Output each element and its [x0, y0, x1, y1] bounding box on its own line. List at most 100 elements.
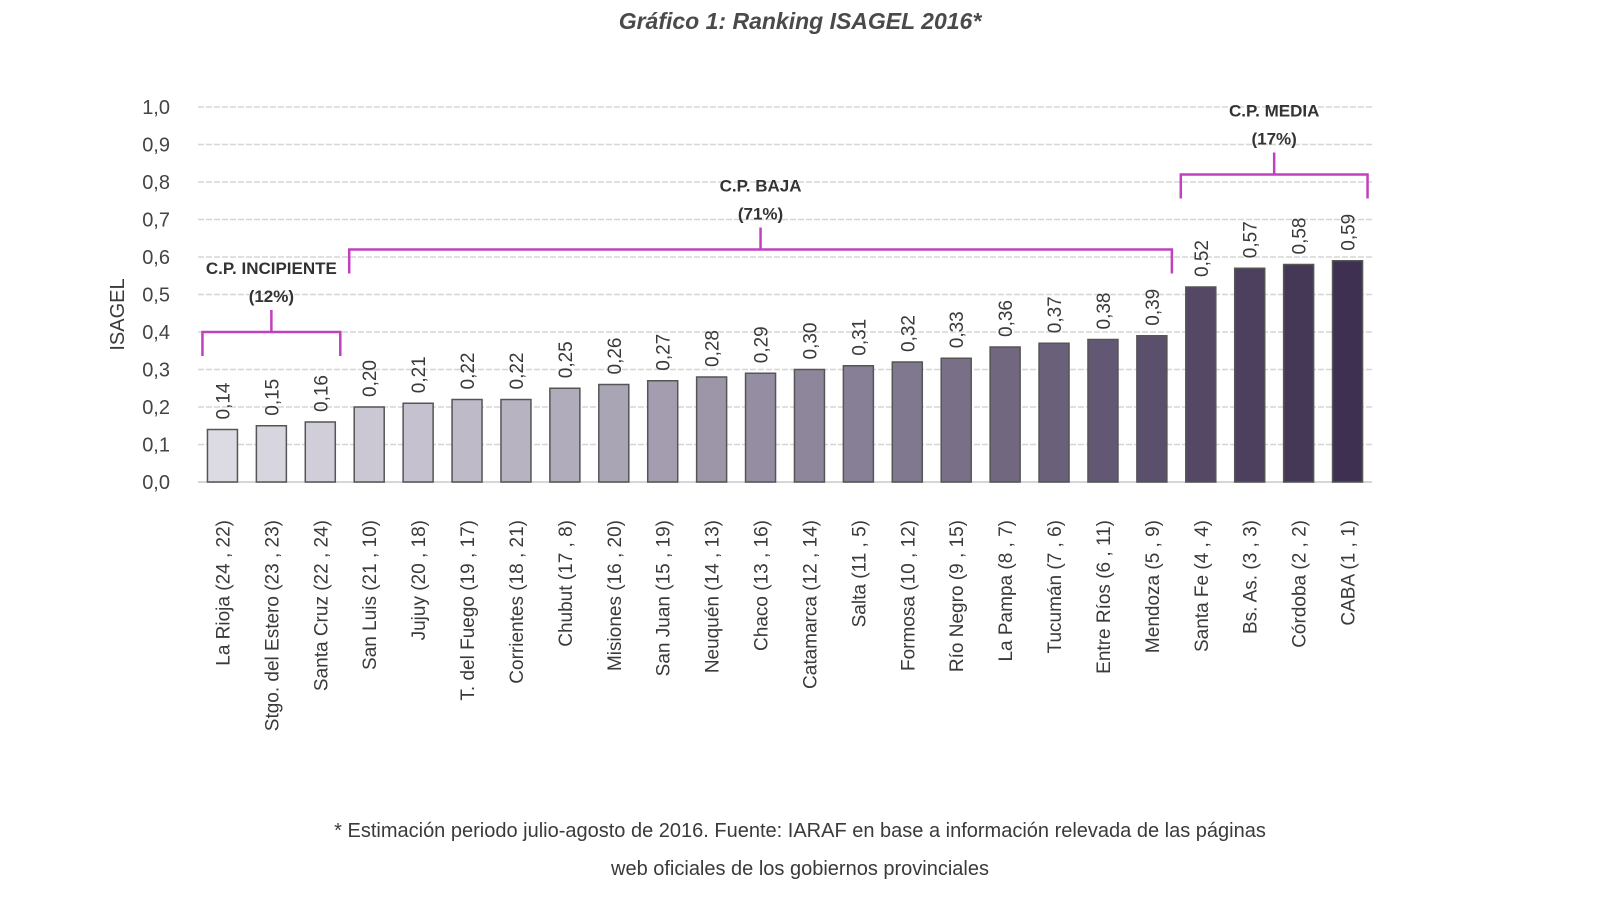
y-tick-label: 0,4	[142, 322, 170, 344]
bar	[1282, 263, 1315, 483]
value-label: 0,21	[409, 356, 430, 393]
value-label: 0,30	[800, 323, 821, 360]
category-label: T. del Fuego (19 , 17)	[458, 520, 479, 701]
chart-title: Gráfico 1: Ranking ISAGEL 2016*	[618, 8, 982, 34]
category-label: Formosa (10 , 12)	[898, 520, 919, 671]
category-label: Chubut (17 , 8)	[556, 520, 577, 647]
bracket-line	[347, 227, 1174, 274]
value-label: 0,27	[654, 334, 675, 371]
footnote: * Estimación periodo julio-agosto de 201…	[0, 812, 1600, 888]
y-tick-label: 0,8	[142, 172, 170, 194]
value-label: 0,20	[360, 360, 381, 397]
value-label: 0,57	[1241, 221, 1262, 258]
category-label: Entre Ríos (6 , 11)	[1094, 520, 1115, 674]
bar	[891, 361, 924, 483]
bar	[1185, 286, 1217, 483]
value-label: 0,15	[262, 379, 283, 416]
footnote-line-1: * Estimación periodo julio-agosto de 201…	[334, 820, 1266, 842]
value-label: 0,28	[703, 330, 724, 367]
group-share: (17%)	[1251, 130, 1296, 149]
y-tick-label: 0,9	[142, 135, 170, 157]
value-label: 0,52	[1192, 240, 1213, 277]
category-label: Misiones (16 , 20)	[605, 520, 626, 671]
category-label: Córdoba (2 , 2)	[1290, 520, 1311, 648]
value-label: 0,31	[849, 319, 870, 356]
bar	[598, 383, 630, 483]
group-brackets: C.P. INCIPIENTE (12%) C.P. BAJA (71%) C.P. M…	[201, 102, 1369, 356]
bar	[500, 398, 532, 483]
value-label: 0,58	[1290, 218, 1311, 255]
bar	[646, 380, 679, 483]
bar	[402, 402, 434, 483]
y-tick-label: 0,3	[142, 360, 170, 382]
bracket-line	[201, 310, 342, 356]
category-label: San Juan (15 , 19)	[654, 520, 675, 676]
category-label: Catamarca (12 , 14)	[800, 520, 821, 689]
group-name: C.P. BAJA	[720, 177, 802, 196]
bar	[1136, 335, 1168, 483]
bar	[842, 365, 875, 483]
value-label: 0,16	[311, 375, 332, 412]
gridlines	[198, 106, 1372, 483]
bar	[1331, 260, 1364, 483]
y-tick-label: 0,2	[142, 397, 170, 419]
category-label: Santa Cruz (22 , 24)	[311, 520, 332, 691]
y-axis: 0,0 0,1 0,2 0,3 0,4 0,5 0,6 0,7 0,8 0,9 1,0	[142, 97, 170, 494]
group-name: C.P. MEDIA	[1229, 102, 1319, 121]
value-label: 0,38	[1094, 293, 1115, 330]
value-labels: 0,14 0,15 0,16 0,20 0,21 0,22 0,22 0,25 0,26 0,27…	[213, 214, 1359, 420]
group-bracket: C.P. INCIPIENTE (12%)	[201, 259, 342, 356]
bar	[989, 346, 1021, 483]
bar	[793, 368, 826, 483]
value-label: 0,22	[507, 353, 528, 390]
group-share: (12%)	[249, 287, 294, 306]
bar	[206, 428, 239, 483]
category-label: Salta (11 , 5)	[849, 520, 870, 627]
bracket-line	[1179, 152, 1369, 199]
value-label: 0,36	[996, 300, 1017, 337]
bar	[1087, 338, 1119, 483]
y-tick-label: 0,5	[142, 285, 170, 307]
footnote-line-2: web oficiales de los gobiernos provincia…	[611, 858, 989, 880]
bar	[304, 421, 337, 483]
y-tick-label: 0,6	[142, 247, 170, 269]
category-label: Río Negro (9 , 15)	[947, 520, 968, 672]
category-label: Mendoza (5 , 9)	[1143, 520, 1164, 653]
group-name: C.P. INCIPIENTE	[206, 259, 337, 278]
bars	[206, 260, 1364, 483]
value-label: 0,39	[1143, 289, 1164, 326]
bar	[353, 406, 385, 483]
category-labels: La Rioja (24 , 22) Stgo. del Estero (23 ,…	[213, 520, 1359, 731]
y-tick-label: 0,7	[142, 210, 170, 232]
group-bracket: C.P. MEDIA (17%)	[1179, 102, 1369, 199]
category-label: Neuquén (14 , 13)	[703, 520, 724, 673]
value-label: 0,59	[1339, 214, 1360, 251]
bar	[451, 398, 483, 483]
category-label: Jujuy (20 , 18)	[409, 520, 430, 640]
y-tick-label: 0,0	[142, 472, 170, 494]
category-label: Tucumán (7 , 6)	[1045, 520, 1066, 653]
value-label: 0,29	[752, 326, 773, 363]
bar	[1233, 267, 1266, 483]
category-label: San Luis (21 , 10)	[360, 520, 381, 670]
value-label: 0,25	[556, 341, 577, 378]
value-label: 0,32	[898, 315, 919, 352]
y-tick-label: 1,0	[142, 97, 170, 119]
bar	[549, 387, 581, 483]
value-label: 0,37	[1045, 296, 1066, 333]
category-label: La Rioja (24 , 22)	[213, 520, 234, 666]
value-label: 0,33	[947, 311, 968, 348]
y-axis-label: ISAGEL	[107, 278, 129, 350]
value-label: 0,14	[213, 382, 234, 419]
category-label: CABA (1 , 1)	[1339, 520, 1360, 626]
group-bracket: C.P. BAJA (71%)	[347, 177, 1174, 274]
bar	[255, 425, 288, 483]
bar	[940, 357, 972, 483]
bar	[695, 376, 728, 483]
category-label: Bs. As. (3 , 3)	[1241, 520, 1262, 634]
category-label: Chaco (13 , 16)	[752, 520, 773, 651]
bar	[1038, 342, 1070, 483]
y-tick-label: 0,1	[142, 435, 170, 457]
category-label: Stgo. del Estero (23 , 23)	[262, 520, 283, 731]
